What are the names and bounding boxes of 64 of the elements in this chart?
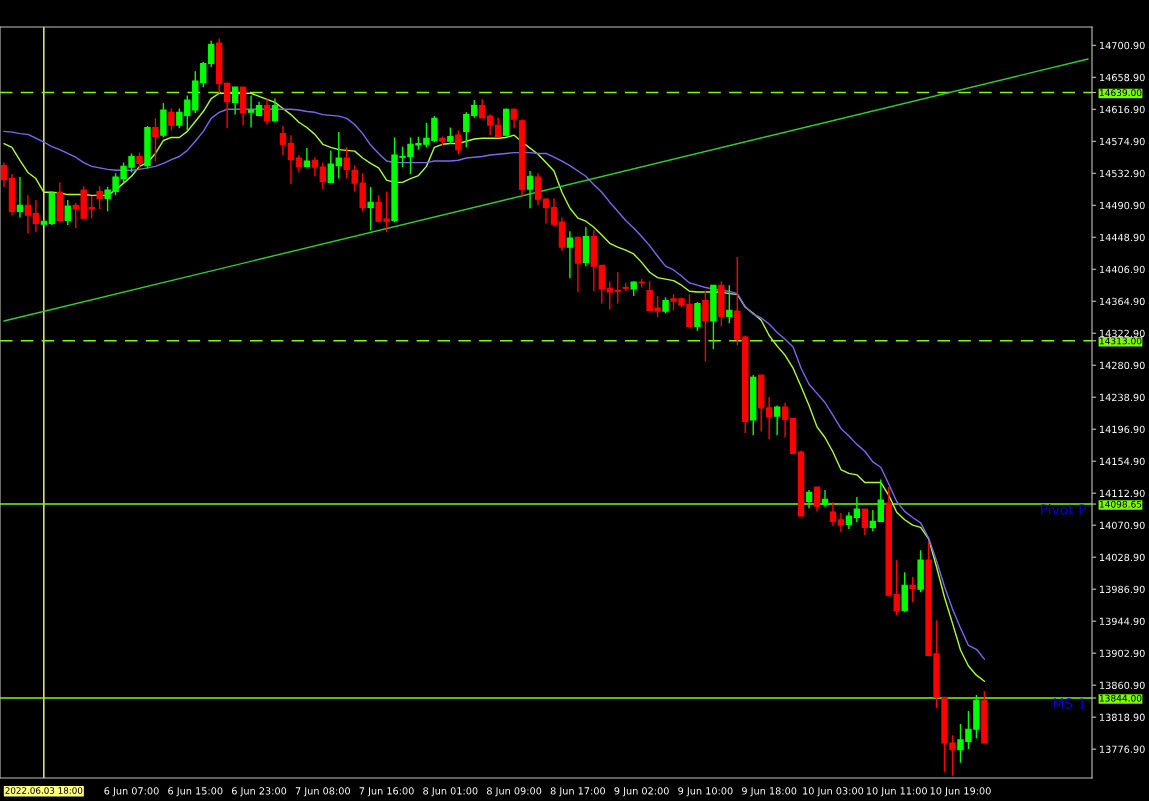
- y-tick-label: 14639.00: [1099, 89, 1142, 97]
- candlestick: [702, 289, 709, 363]
- x-tick-label: 8 Jun 01:00: [423, 787, 478, 797]
- candlestick: [96, 185, 103, 210]
- x-tick-label: 9 Jun 02:00: [614, 787, 669, 797]
- y-tick-label: 14406.90: [1100, 265, 1145, 274]
- y-tick-label: 14490.90: [1100, 201, 1145, 210]
- candlestick: [343, 146, 350, 180]
- candlestick: [917, 549, 924, 593]
- candlestick: [789, 417, 797, 455]
- x-tick-label: 7 Jun 08:00: [295, 787, 350, 797]
- x-tick-label: 6 Jun 07:00: [104, 787, 159, 797]
- ref-line-label: Pivot P: [1041, 504, 1087, 515]
- candlestick: [710, 284, 717, 350]
- y-tick-label: 14196.90: [1100, 425, 1145, 434]
- x-tick-label: 8 Jun 17:00: [550, 787, 606, 797]
- y-tick-label: 14238.90: [1100, 393, 1145, 402]
- y-tick-label: 14658.90: [1100, 73, 1145, 82]
- x-tick-label: 7 Jun 16:00: [359, 787, 414, 797]
- x-tick-label: 6 Jun 23:00: [231, 787, 287, 797]
- y-tick-label: 14154.90: [1100, 457, 1145, 466]
- candlestick: [726, 284, 733, 324]
- x-tick-label: 10 Jun 11:00: [866, 787, 927, 797]
- x-tick-label: 9 Jun 10:00: [678, 787, 733, 797]
- y-tick-label: 13844.00: [1099, 694, 1142, 702]
- y-tick-label: 14364.90: [1100, 297, 1145, 306]
- y-tick-label: 14448.90: [1100, 233, 1145, 242]
- candlestick: [750, 374, 757, 436]
- candlestick: [168, 107, 175, 132]
- y-tick-label: 14574.90: [1100, 137, 1145, 146]
- x-tick-label: 10 Jun 19:00: [930, 787, 991, 797]
- y-tick-label: 13986.90: [1100, 585, 1145, 594]
- y-tick-label: 14112.90: [1100, 489, 1145, 498]
- x-tick-label: 9 Jun 18:00: [742, 787, 797, 797]
- y-tick-label: 13944.90: [1100, 617, 1145, 626]
- candlestick: [909, 576, 916, 603]
- candlestick: [160, 102, 167, 139]
- y-tick-label: 13818.90: [1100, 713, 1145, 721]
- candlestick: [152, 117, 159, 162]
- y-tick-label: 14070.90: [1100, 521, 1145, 530]
- x-tick-label: 2022.06.03 18:00: [5, 787, 83, 794]
- y-tick-label: 14322.90: [1100, 329, 1145, 338]
- y-tick-label: 14532.90: [1100, 169, 1145, 178]
- candlestick: [901, 571, 908, 613]
- candlestick: [144, 125, 151, 170]
- y-tick-label: 14616.90: [1100, 105, 1145, 114]
- candlestick: [455, 129, 462, 155]
- candlestick: [694, 301, 701, 332]
- y-tick-label: 14280.90: [1100, 361, 1145, 370]
- x-tick-label: 10 Jun 03:00: [803, 787, 864, 797]
- x-tick-label: 6 Jun 15:00: [168, 787, 223, 797]
- y-tick-label: 14098.65: [1099, 500, 1142, 508]
- y-tick-label: 14700.90: [1100, 41, 1145, 50]
- candlestick: [64, 199, 71, 226]
- ref-line-label: MS 1: [1053, 698, 1086, 709]
- candlestick: [981, 690, 988, 744]
- y-tick-label: 13776.90: [1100, 745, 1145, 753]
- candlestick: [367, 186, 374, 232]
- y-tick-label: 13860.90: [1100, 681, 1145, 689]
- candlestick: [718, 280, 725, 328]
- y-tick-label: 13902.90: [1100, 649, 1145, 657]
- y-tick-label: 14028.90: [1100, 553, 1145, 562]
- y-tick-label: 14313.00: [1099, 337, 1142, 345]
- x-tick-label: 8 Jun 09:00: [486, 787, 542, 797]
